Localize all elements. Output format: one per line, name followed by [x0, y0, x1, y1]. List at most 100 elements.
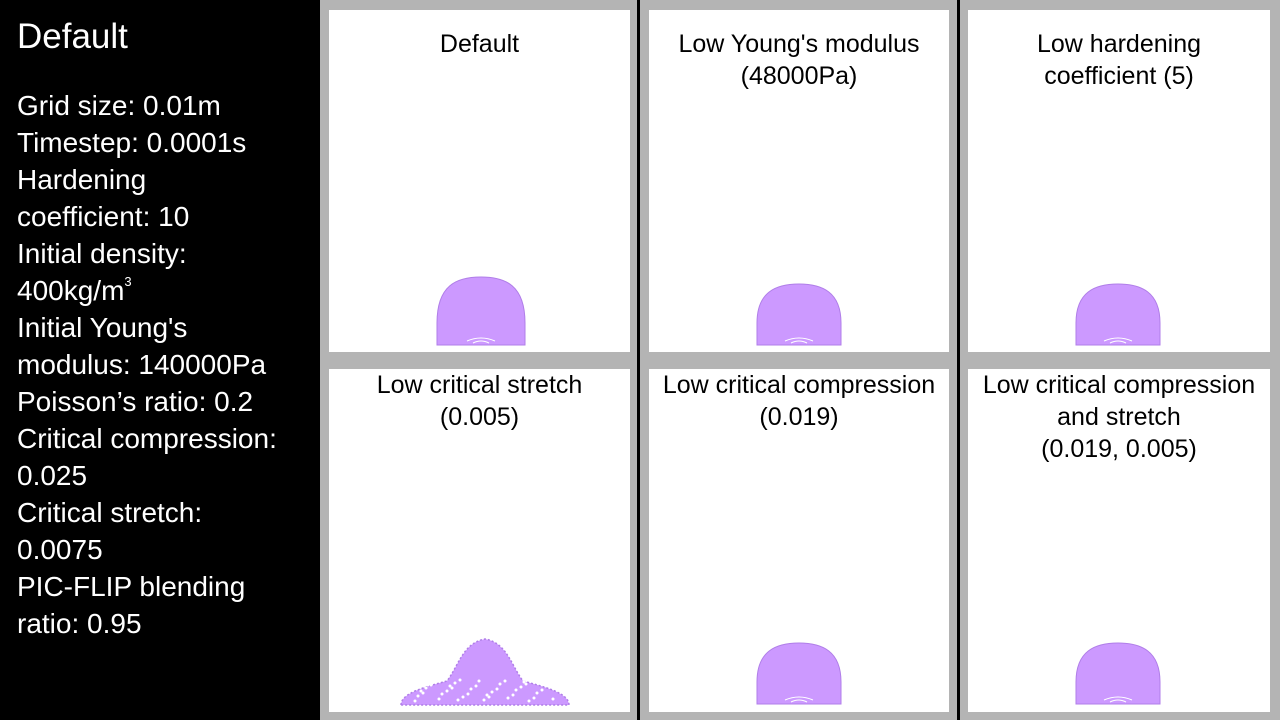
particle-gap — [519, 685, 523, 689]
panel-title-line: (0.019, 0.005) — [1041, 435, 1197, 463]
panel-title-line: Low critical compression — [662, 371, 936, 399]
param-line: Critical compression: — [17, 423, 277, 454]
particle-gap — [466, 692, 470, 696]
sim-panel-low-youngs-modulus: Low Young's modulus (48000Pa) — [649, 10, 949, 352]
particle-arc — [472, 340, 490, 344]
parameter-list: Grid size: 0.01m Timestep: 0.0001s Harde… — [17, 87, 317, 642]
panel-title: Low critical stretch (0.005) — [329, 369, 630, 433]
particle-gap — [445, 689, 449, 693]
particle-gap — [522, 680, 526, 684]
particle-blob — [436, 276, 526, 346]
particle-gap — [485, 693, 489, 697]
particle-gap — [458, 678, 462, 682]
particle-gap — [551, 697, 555, 701]
particle-gap — [453, 681, 457, 685]
param-line: Initial density: — [17, 238, 187, 269]
param-line: Hardening — [17, 164, 147, 195]
param-line: Initial Young's — [17, 312, 188, 343]
snow-particles-dome — [1075, 283, 1161, 346]
particle-gap — [487, 695, 491, 699]
panel-title-line: Low critical compression — [982, 371, 1256, 399]
particle-arc — [790, 340, 808, 344]
particle-gap — [511, 693, 515, 697]
panel-title: Low Young's modulus (48000Pa) — [649, 28, 949, 92]
particle-gap — [495, 687, 499, 691]
sim-panel-low-hardening: Low hardening coefficient (5) — [968, 10, 1270, 352]
snow-particles-dome — [1075, 642, 1161, 705]
panel-title-line: and stretch — [1057, 403, 1181, 431]
simulation-grid: Default Low Young's modulus (48000Pa) Lo… — [320, 0, 1280, 720]
parameters-sidebar: Default Grid size: 0.01m Timestep: 0.000… — [0, 0, 320, 720]
panel-title: Low hardening coefficient (5) — [968, 28, 1270, 92]
sim-panel-low-critical-stretch: Low critical stretch (0.005) — [329, 369, 630, 712]
particle-gap — [535, 691, 539, 695]
density-exponent: 3 — [124, 274, 132, 289]
particle-arc — [1103, 337, 1133, 342]
particle-gap — [437, 697, 441, 701]
param-line-density: 400kg/m3 — [17, 272, 317, 309]
particle-gap — [532, 696, 536, 700]
particle-gap — [456, 698, 460, 702]
panel-title-line: Low hardening — [1036, 30, 1201, 58]
param-line: PIC-FLIP blending — [17, 571, 246, 602]
param-line: Poisson’s ratio: 0.2 — [17, 386, 254, 417]
particle-gap — [514, 688, 518, 692]
particle-gap — [461, 695, 465, 699]
particle-gap — [548, 680, 552, 684]
param-line: Timestep: 0.0001s — [17, 127, 247, 158]
snow-particles-dome — [756, 283, 842, 346]
particle-gap — [416, 694, 420, 698]
panel-title-line: (48000Pa) — [740, 62, 858, 90]
particle-gap — [421, 691, 425, 695]
sim-panel-low-critical-compression: Low critical compression (0.019) — [649, 369, 949, 712]
panel-title-line: (0.019) — [759, 403, 839, 431]
param-line: 0.025 — [17, 460, 88, 491]
particle-arc — [784, 337, 814, 342]
particle-arc — [1103, 696, 1133, 701]
panel-title-line: Low critical stretch — [376, 371, 583, 399]
particle-arc — [1109, 340, 1127, 344]
panel-title: Low critical compression and stretch (0.… — [968, 369, 1270, 465]
particle-gap — [450, 686, 454, 690]
particle-gap — [413, 699, 417, 703]
panel-title-line: coefficient (5) — [1044, 62, 1194, 90]
panel-title-line: (0.005) — [439, 403, 520, 431]
particle-gap — [490, 690, 494, 694]
param-line: Grid size: 0.01m — [17, 90, 221, 121]
particle-gap — [474, 684, 478, 688]
param-line: Critical stretch: — [17, 497, 203, 528]
particle-blob — [756, 642, 842, 705]
particle-blob — [400, 638, 570, 706]
particle-gap — [540, 688, 544, 692]
particle-gap — [527, 699, 531, 703]
particle-gap — [503, 679, 507, 683]
particle-gap — [429, 683, 433, 687]
particle-gap — [469, 687, 473, 691]
particle-gap — [482, 698, 486, 702]
param-line: 400kg/m — [17, 275, 125, 306]
snow-particles-dome — [756, 642, 842, 705]
particle-gap — [477, 679, 481, 683]
param-line: modulus: 140000Pa — [17, 349, 267, 380]
particle-arc — [466, 337, 496, 342]
sidebar-heading: Default — [17, 17, 128, 56]
particle-arc — [784, 696, 814, 701]
particle-gap — [543, 683, 547, 687]
particle-gap — [424, 686, 428, 690]
particle-gap — [498, 682, 502, 686]
param-line: 0.0075 — [17, 534, 103, 565]
param-line: ratio: 0.95 — [17, 608, 142, 639]
snow-particles-dome — [436, 276, 526, 346]
particle-gap — [448, 684, 452, 688]
sim-panel-default: Default — [329, 10, 630, 352]
panel-title-line: Low Young's modulus — [678, 30, 920, 58]
panel-title: Default — [329, 28, 630, 60]
particle-gap — [440, 692, 444, 696]
panel-title: Low critical compression (0.019) — [649, 369, 949, 433]
particle-blob — [1075, 283, 1161, 346]
sim-panel-low-compression-and-stretch: Low critical compression and stretch (0.… — [968, 369, 1270, 712]
particle-blob — [1075, 642, 1161, 705]
particle-gap — [506, 696, 510, 700]
particle-arc — [790, 699, 808, 703]
particle-gap — [524, 682, 528, 686]
